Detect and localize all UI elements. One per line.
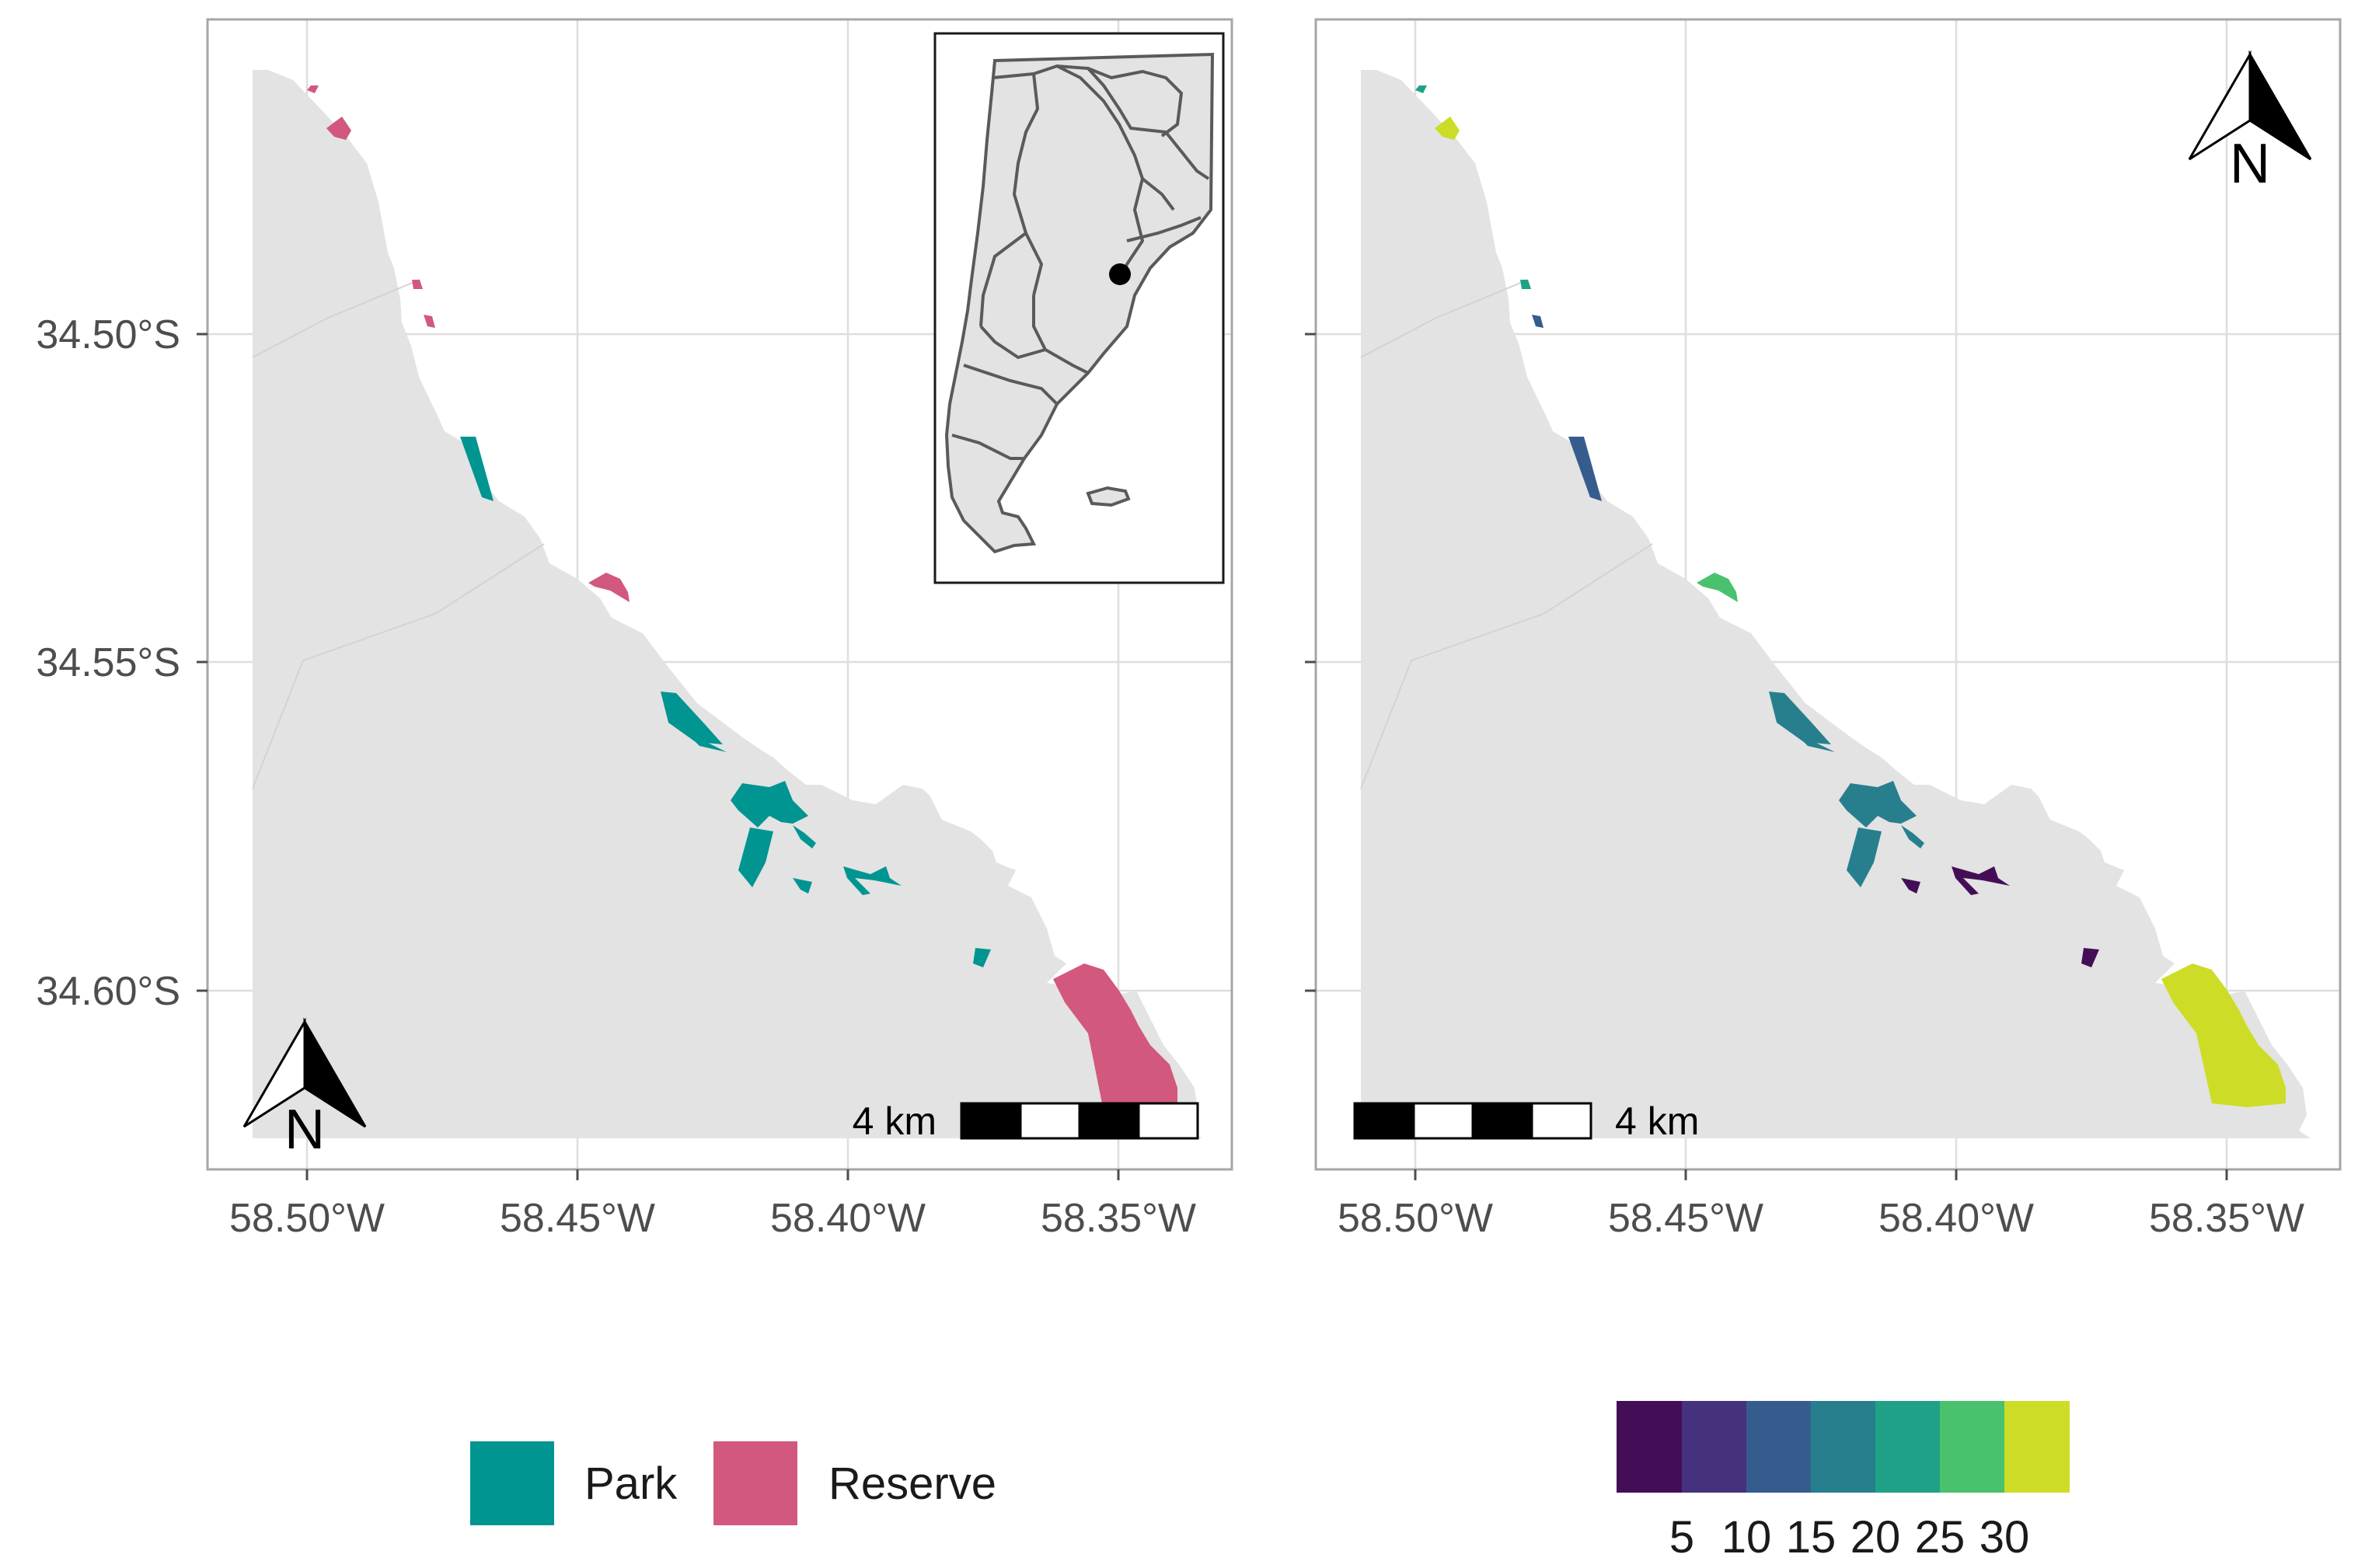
x-tick-label: 58.45°W: [500, 1196, 655, 1241]
x-tick-label: 58.50°W: [1338, 1196, 1493, 1241]
reserve-polygon: [1053, 963, 1177, 1115]
inset-island: [1086, 486, 1131, 507]
right-y-axis: [1305, 333, 1316, 992]
park-polygon: [661, 692, 723, 744]
x-tick-label: 58.50°W: [229, 1196, 385, 1241]
reserve-polygon: [588, 573, 630, 602]
legend-swatch-reserve: [713, 1441, 797, 1525]
location-dot-icon: [1109, 263, 1131, 285]
colorbar-tick-label: 30: [1980, 1512, 2030, 1563]
left-north-label: N: [284, 1099, 325, 1161]
colorbar-tick-label: 15: [1786, 1512, 1837, 1563]
left-park-polygons: [460, 437, 991, 967]
reserve-polygon: [307, 85, 319, 93]
legend-swatch-park: [470, 1441, 554, 1525]
legend-label-park: Park: [584, 1458, 678, 1509]
colorbar-bin: [1811, 1401, 1875, 1493]
right-scale-bar: 4 km: [1353, 1099, 1699, 1143]
left-x-axis: [305, 1169, 1120, 1180]
value-polygon: [1901, 878, 1920, 894]
value-polygon: [1435, 117, 1460, 140]
y-tick-label: 34.55°S: [36, 640, 180, 685]
reserve-polygon: [424, 315, 435, 328]
left-reserve-polygons: [307, 85, 1177, 1115]
reserve-polygon: [326, 117, 351, 140]
colorbar-bin: [2004, 1401, 2070, 1493]
value-polygon: [1952, 866, 2010, 895]
value-polygon: [1847, 828, 1882, 887]
north-arrow-icon: N: [2188, 50, 2312, 195]
north-arrow-icon: N: [242, 1017, 367, 1161]
left-y-axis: [197, 333, 208, 992]
value-polygon: [2081, 948, 2099, 967]
colorbar-tick-label: 5: [1669, 1512, 1694, 1563]
value-polygon: [1568, 437, 1602, 501]
value-polygon: [1769, 692, 1831, 744]
park-polygon: [731, 781, 808, 828]
park-polygon: [738, 828, 773, 887]
value-polygon: [1796, 734, 1835, 752]
x-tick-label: 58.45°W: [1608, 1196, 1763, 1241]
colorbar-bin: [1875, 1401, 1940, 1493]
value-polygon: [1839, 781, 1917, 828]
colorbar-tick-label: 25: [1915, 1512, 1966, 1563]
colorbar-tick-label: 20: [1850, 1512, 1901, 1563]
colorbar-bin: [1682, 1401, 1746, 1493]
left-internal-boundaries: [252, 279, 545, 789]
park-polygon: [460, 437, 494, 501]
colorbar-legend: 5 10 15 20 25 30: [1617, 1401, 2070, 1563]
value-polygon: [1520, 280, 1531, 289]
reserve-polygon: [412, 280, 423, 289]
left-scale-bar-label: 4 km: [853, 1099, 937, 1143]
park-polygon: [793, 878, 812, 894]
x-tick-label: 58.40°W: [770, 1196, 926, 1241]
colorbar-bin: [1746, 1401, 1811, 1493]
right-value-polygons: [1415, 85, 2286, 1107]
value-polygon: [2161, 963, 2286, 1107]
legend-label-reserve: Reserve: [828, 1458, 996, 1509]
value-polygon: [1415, 85, 1427, 93]
park-polygon: [973, 948, 991, 967]
x-tick-label: 58.40°W: [1878, 1196, 2034, 1241]
left-map-panel: 4 km N: [208, 19, 1232, 1169]
x-tick-label: 58.35°W: [1041, 1196, 1196, 1241]
inset-argentina-outline: [944, 52, 1215, 554]
x-tick-label: 58.35°W: [2149, 1196, 2304, 1241]
right-map-panel: 4 km N: [1316, 19, 2340, 1169]
park-polygon: [688, 734, 727, 752]
y-tick-label: 34.60°S: [36, 969, 180, 1014]
left-scale-bar: 4 km: [853, 1099, 1199, 1143]
right-x-axis: [1414, 1169, 2228, 1180]
y-tick-label: 34.50°S: [36, 312, 180, 357]
colorbar-bin: [1617, 1401, 1682, 1493]
inset-province-lines: [951, 64, 1210, 460]
park-polygon: [793, 825, 816, 848]
colorbar-bin: [1940, 1401, 2004, 1493]
inset-map: [933, 32, 1225, 584]
category-legend: Park Reserve: [470, 1441, 996, 1525]
right-internal-boundaries: [1360, 279, 1653, 789]
colorbar-tick-label: 10: [1721, 1512, 1772, 1563]
left-panel-frame: [206, 18, 1233, 1171]
right-panel-frame: [1314, 18, 2342, 1171]
value-polygon: [1901, 825, 1924, 848]
value-polygon: [1697, 573, 1738, 602]
park-polygon: [843, 866, 902, 895]
value-polygon: [1532, 315, 1544, 328]
right-scale-bar-label: 4 km: [1615, 1099, 1699, 1143]
right-north-label: N: [2230, 133, 2270, 195]
